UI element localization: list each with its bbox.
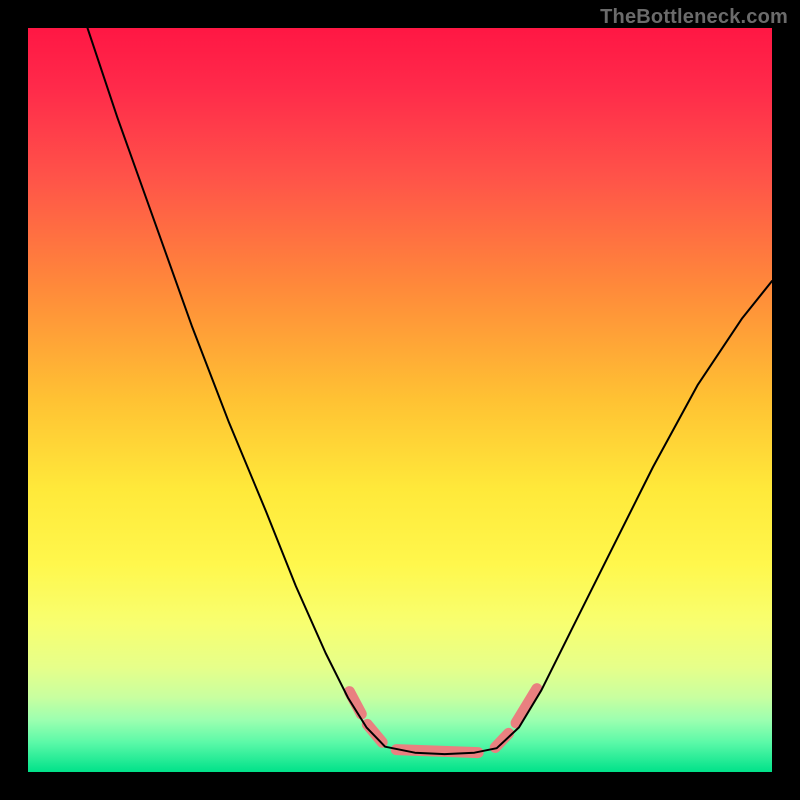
chart-svg [0, 0, 800, 800]
watermark-label: TheBottleneck.com [600, 6, 788, 29]
bottleneck-chart: TheBottleneck.com [0, 0, 800, 800]
